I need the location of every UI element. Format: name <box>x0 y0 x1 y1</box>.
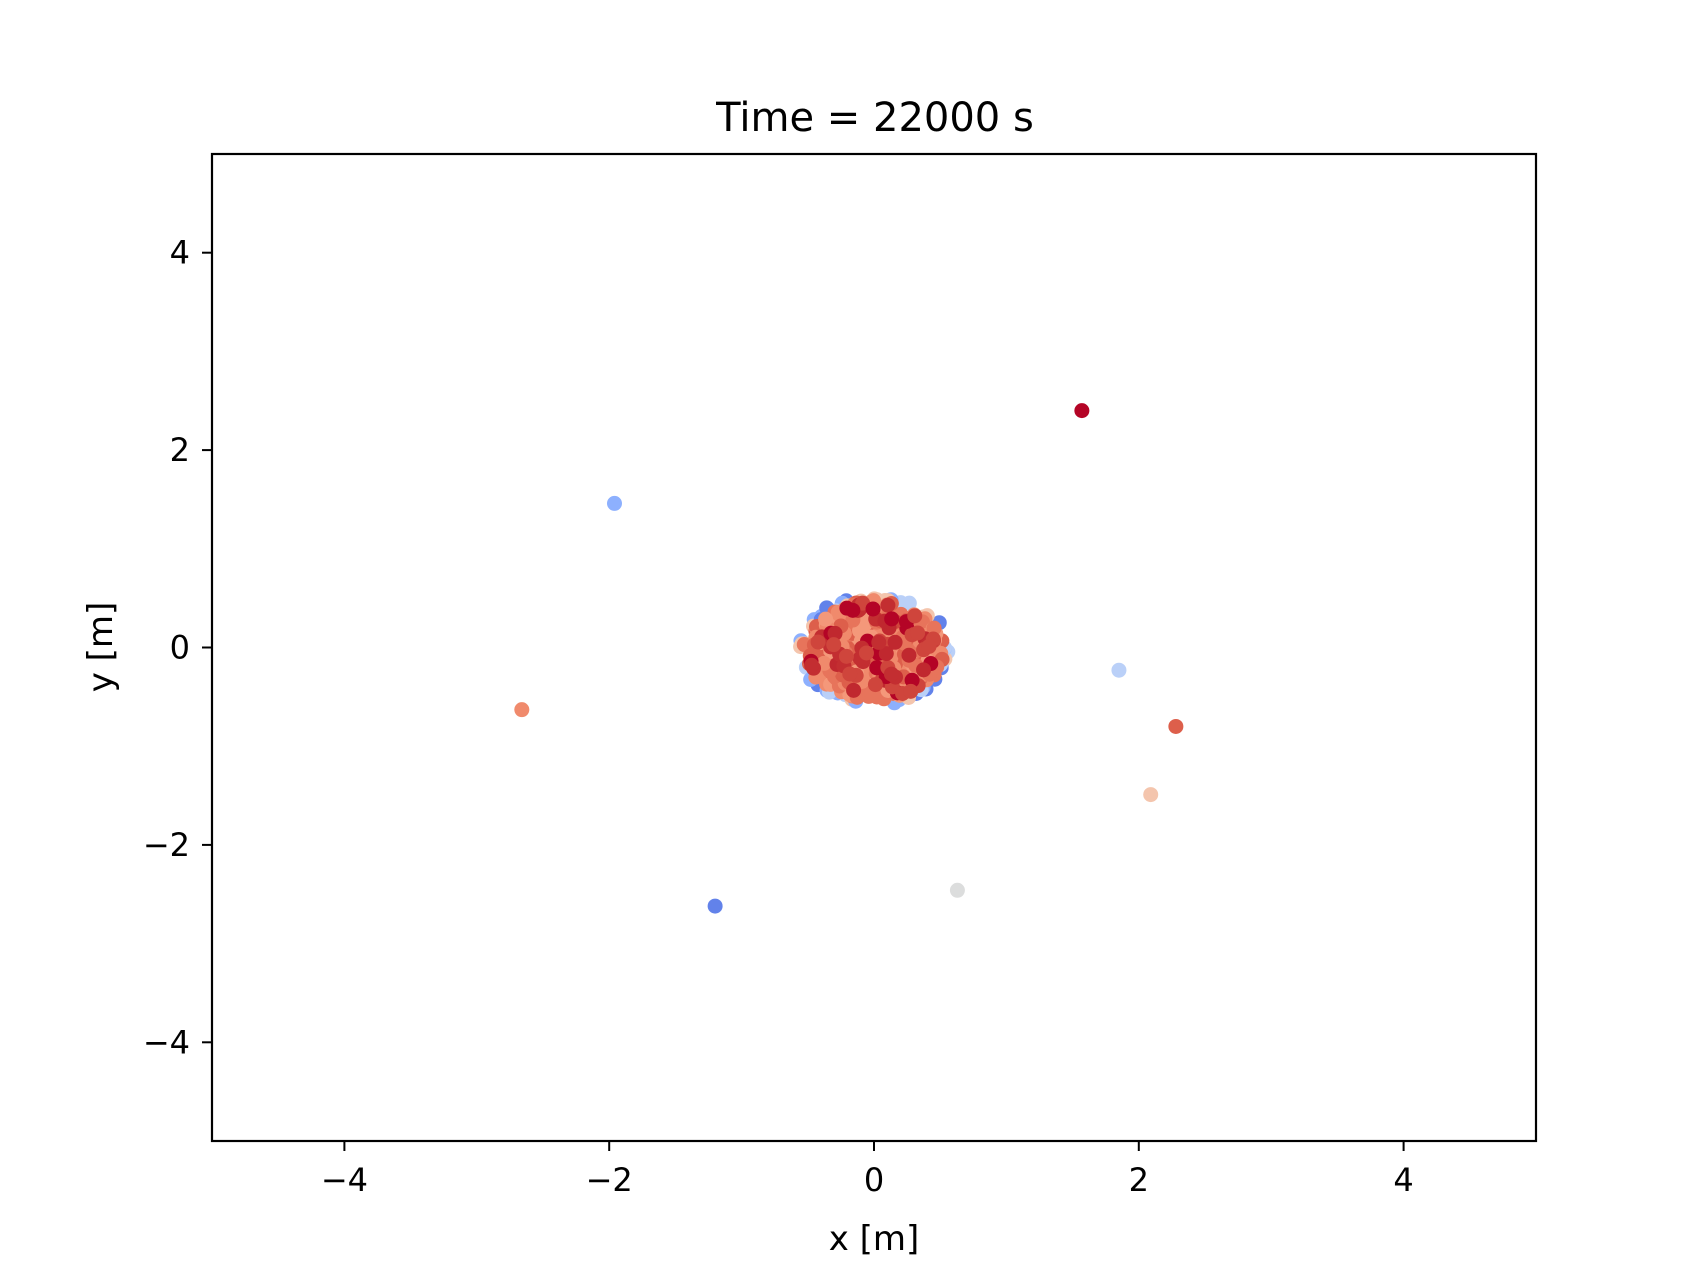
cluster-point <box>903 683 919 699</box>
cluster-point <box>827 625 843 641</box>
x-tick-label: 4 <box>1393 1161 1413 1199</box>
x-tick-label: −4 <box>321 1161 368 1199</box>
x-tick-label: 0 <box>864 1161 884 1199</box>
cluster-point <box>916 662 932 678</box>
outlier-point <box>1111 662 1127 678</box>
x-tick-label: 2 <box>1129 1161 1149 1199</box>
outlier-point <box>514 702 530 718</box>
cluster-point <box>869 660 885 676</box>
x-tick-label: −2 <box>586 1161 633 1199</box>
y-axis-label: y [m] <box>81 602 121 693</box>
cluster-point <box>842 666 858 682</box>
plot-area <box>514 403 1184 914</box>
cluster-point <box>901 647 917 663</box>
cluster-point <box>846 682 862 698</box>
cluster-point <box>921 638 937 654</box>
cluster-point <box>904 672 920 688</box>
y-tick-label: −2 <box>143 826 190 864</box>
cluster-point <box>907 608 923 624</box>
outlier-point <box>707 898 723 914</box>
cluster-point <box>883 666 899 682</box>
cluster-point <box>858 645 874 661</box>
cluster-point <box>865 601 881 617</box>
cluster-point <box>818 611 834 627</box>
cluster-point <box>810 634 826 650</box>
y-axis: −4 −2 0 2 4 <box>143 234 212 1061</box>
cluster-point <box>804 657 820 673</box>
y-tick-label: 0 <box>170 629 190 667</box>
cluster-point <box>910 625 926 641</box>
x-axis: −4 −2 0 2 4 <box>321 1141 1414 1199</box>
cluster-point <box>826 637 842 653</box>
cluster-point <box>838 648 854 664</box>
y-tick-label: 2 <box>170 431 190 469</box>
cluster-point <box>884 611 900 627</box>
x-axis-label: x [m] <box>829 1219 920 1259</box>
chart-title: Time = 22000 s <box>715 95 1034 141</box>
cluster-point <box>880 597 896 613</box>
cluster-point <box>926 620 942 636</box>
cluster-point <box>867 677 883 693</box>
y-tick-label: 4 <box>170 234 190 272</box>
outlier-point <box>606 495 622 511</box>
cluster-point <box>845 602 861 618</box>
outlier-point <box>1074 403 1090 419</box>
outlier-point <box>949 882 965 898</box>
outlier-point <box>1168 718 1184 734</box>
data-points <box>514 403 1184 914</box>
y-tick-label: −4 <box>143 1023 190 1061</box>
cluster-point <box>878 646 894 662</box>
cluster-point <box>871 634 887 650</box>
outlier-point <box>1143 787 1159 803</box>
cluster-point <box>887 634 903 650</box>
